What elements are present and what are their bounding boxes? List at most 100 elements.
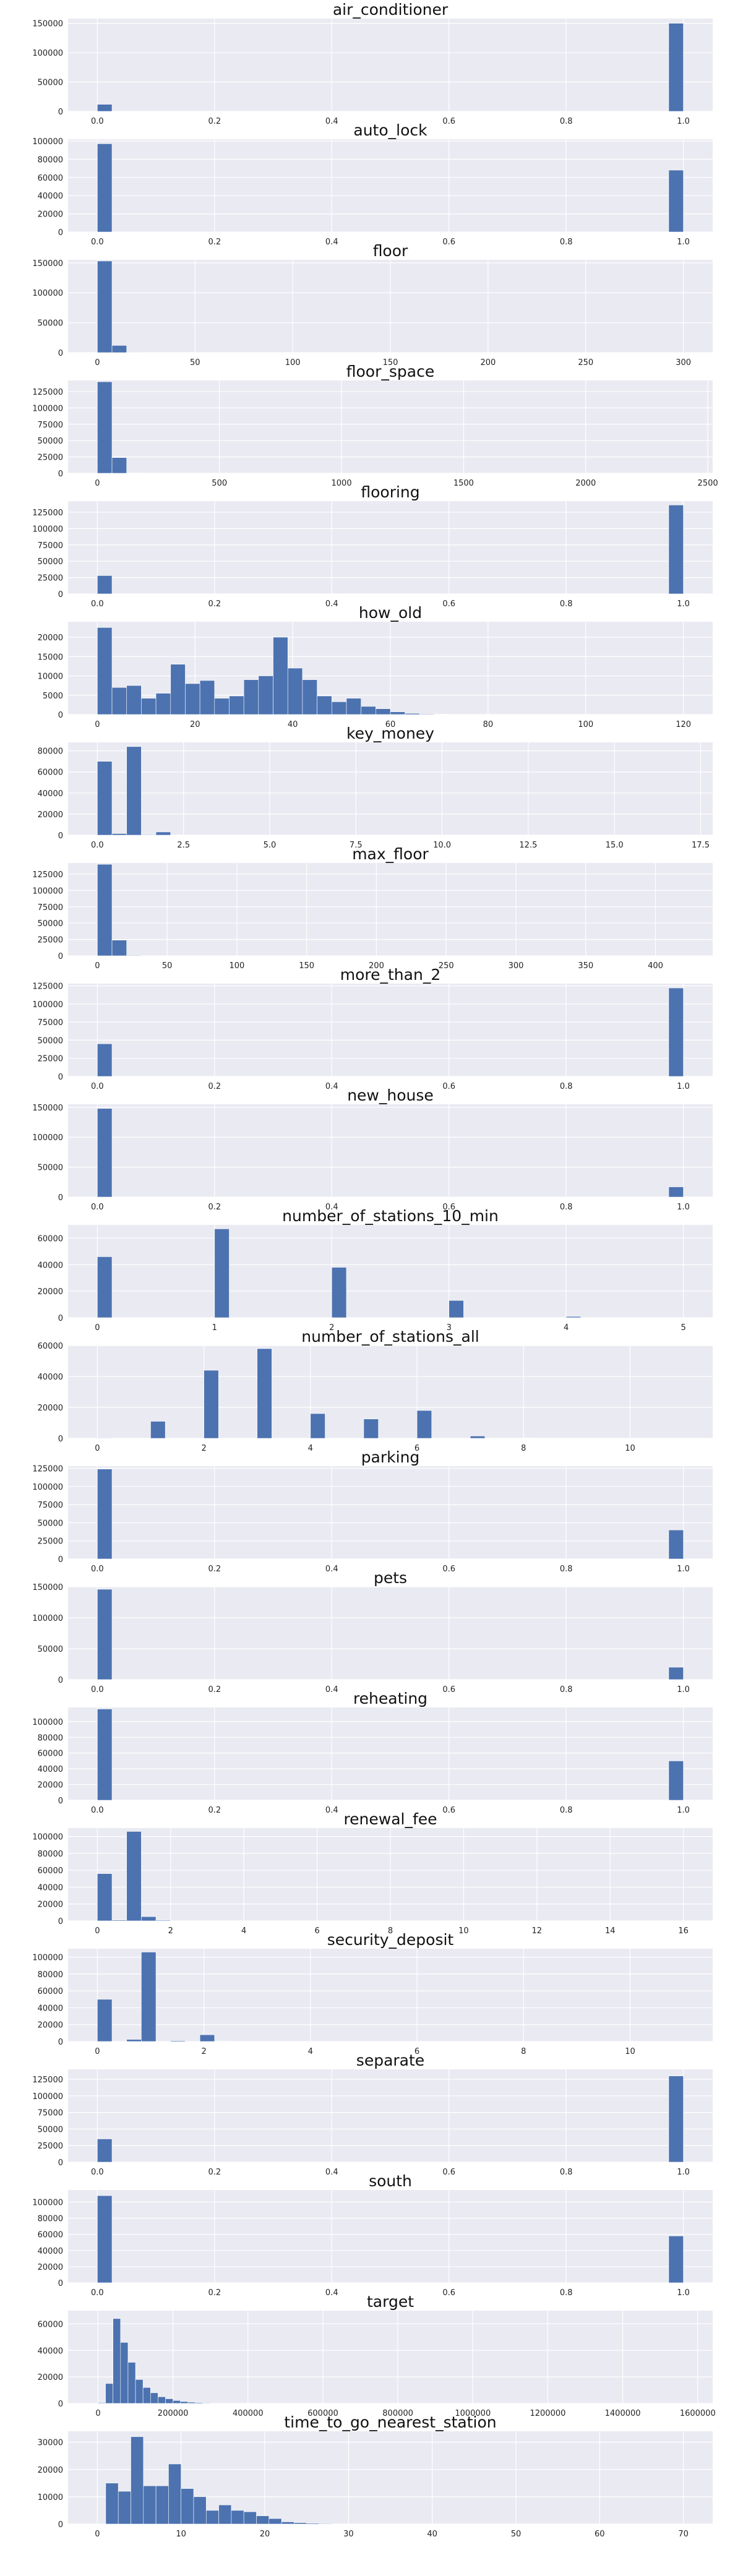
x-tick-label: 100	[285, 358, 301, 367]
x-tick-label: 0.4	[325, 2288, 338, 2298]
y-tick-label: 75000	[38, 1018, 63, 1028]
y-tick-label: 100000	[32, 2199, 63, 2208]
y-tick-label: 25000	[38, 574, 63, 583]
x-tick-label: 0.0	[91, 1203, 104, 1212]
x-tick-label: 50	[511, 2530, 522, 2539]
y-tick-label: 20000	[38, 2373, 63, 2382]
histogram-bar	[470, 1435, 486, 1439]
y-tick-label: 125000	[32, 1465, 63, 1474]
x-tick-label: 2500	[698, 479, 718, 488]
x-tick-label: 300	[509, 961, 524, 971]
x-tick-label: 2	[168, 1926, 173, 1936]
y-tick-label: 125000	[32, 2076, 63, 2085]
y-tick-label: 0	[58, 2520, 63, 2530]
histogram-bar	[165, 2398, 173, 2404]
y-tick-label: 125000	[32, 870, 63, 880]
histogram-bar	[97, 104, 113, 112]
y-tick-label: 75000	[38, 1501, 63, 1510]
y-tick-label: 10000	[38, 2493, 63, 2502]
x-tick-label: 200	[369, 961, 384, 971]
y-tick-label: 100000	[32, 1000, 63, 1010]
histogram-bar	[105, 2383, 113, 2404]
plot-background	[68, 139, 713, 232]
y-tick-label: 100000	[32, 1954, 63, 1963]
histogram-bar	[111, 345, 127, 353]
x-tick-label: 0.0	[91, 1082, 104, 1091]
x-tick-label: 1.0	[677, 117, 690, 126]
histogram-panel-floor: 0 50 100 150 200 250 300 0 50000 100000 150000 floo…	[32, 242, 713, 367]
x-tick-label: 0	[95, 720, 100, 729]
histogram-bar	[97, 864, 113, 956]
y-tick-label: 40000	[38, 2247, 63, 2256]
x-tick-label: 50	[190, 358, 200, 367]
histogram-bar	[181, 2488, 194, 2525]
x-tick-label: 1.0	[677, 2288, 690, 2298]
x-tick-label: 2000	[575, 479, 596, 488]
x-tick-label: 40	[427, 2530, 437, 2539]
y-tick-label: 0	[58, 470, 63, 479]
y-tick-label: 10000	[38, 672, 63, 682]
chart-title: air_conditioner	[333, 1, 449, 19]
histogram-bar	[199, 2034, 215, 2042]
histogram-panel-target: 0 200000 400000 600000 800000 1000000 1200000 1…	[38, 2293, 716, 2418]
y-tick-label: 20000	[38, 810, 63, 820]
y-tick-label: 0	[58, 2038, 63, 2047]
x-tick-label: 0.2	[208, 1082, 221, 1091]
x-tick-label: 200000	[158, 2409, 189, 2418]
x-tick-label: 1.0	[677, 1565, 690, 1574]
histogram-panel-flooring: 0.0 0.2 0.4 0.6 0.8 1.0 0 25000 50000 75000 100000…	[32, 483, 713, 609]
y-tick-label: 100000	[32, 404, 63, 413]
y-tick-label: 0	[58, 1917, 63, 1926]
y-tick-label: 0	[58, 108, 63, 117]
y-tick-label: 100000	[32, 1483, 63, 1492]
y-tick-label: 75000	[38, 903, 63, 912]
histogram-bar	[268, 2518, 282, 2525]
histogram-bar	[135, 2379, 144, 2404]
x-tick-label: 0.8	[560, 117, 573, 126]
histogram-bar	[105, 2483, 119, 2525]
x-tick-label: 60	[595, 2530, 605, 2539]
x-tick-label: 12.5	[519, 841, 537, 850]
y-tick-label: 20000	[38, 2466, 63, 2475]
histogram-bar	[231, 2510, 244, 2525]
chart-title: target	[367, 2293, 414, 2311]
plot-background	[68, 2190, 713, 2283]
x-tick-label: 6	[314, 1926, 319, 1936]
histogram-bar	[126, 955, 142, 956]
chart-title: key_money	[346, 724, 434, 742]
histogram-bar	[229, 695, 244, 715]
histogram-bar	[126, 352, 142, 353]
x-tick-label: 0.0	[91, 2168, 104, 2177]
x-tick-label: 0	[95, 2047, 100, 2056]
chart-title: reheating	[353, 1689, 427, 1707]
histogram-bar	[306, 2523, 320, 2525]
plot-background	[68, 1104, 713, 1197]
histogram-bar	[449, 1300, 464, 1318]
y-tick-label: 25000	[38, 2142, 63, 2151]
histogram-bar	[97, 1108, 113, 1198]
y-tick-label: 50000	[38, 1645, 63, 1654]
x-tick-label: 600000	[307, 2409, 338, 2418]
x-tick-label: 250	[439, 961, 454, 971]
y-tick-label: 60000	[38, 2320, 63, 2329]
x-tick-label: 1	[212, 1323, 217, 1333]
histogram-bar	[668, 2076, 684, 2163]
histogram-bar	[97, 1589, 113, 1680]
x-tick-label: 0.0	[91, 599, 104, 609]
chart-title: security_deposit	[327, 1931, 454, 1949]
histogram-bar	[668, 1187, 684, 1198]
y-tick-label: 150000	[32, 1104, 63, 1113]
x-tick-label: 1.0	[677, 1806, 690, 1815]
histogram-bar	[155, 1920, 171, 1921]
plot-background	[68, 1949, 713, 2041]
histogram-bar	[180, 2401, 189, 2404]
x-tick-label: 0.0	[91, 117, 104, 126]
x-tick-label: 0.0	[91, 841, 104, 850]
y-tick-label: 60000	[38, 1987, 63, 1996]
histogram-bar	[243, 679, 259, 715]
histogram-bar	[97, 260, 113, 353]
y-tick-label: 125000	[32, 509, 63, 518]
y-tick-label: 20000	[38, 210, 63, 220]
x-tick-label: 0.6	[442, 1565, 455, 1574]
